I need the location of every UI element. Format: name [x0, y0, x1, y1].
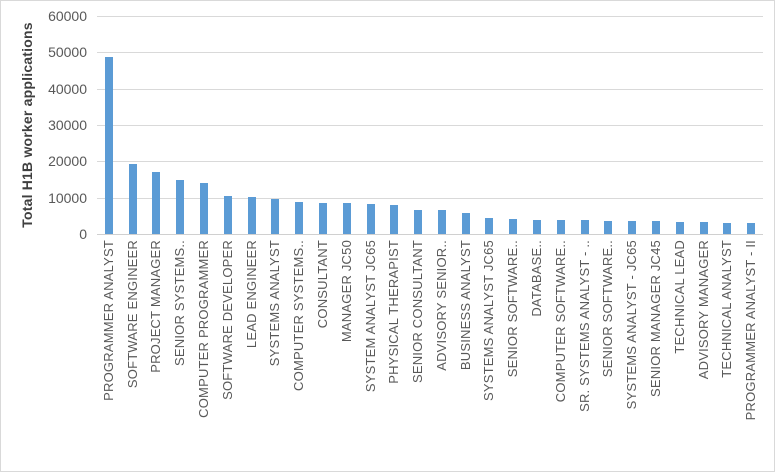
bar	[581, 220, 589, 234]
x-category-label: SENIOR MANAGER JC45	[648, 240, 663, 397]
bar	[485, 218, 493, 234]
bar	[628, 221, 636, 234]
x-category-label: PROGRAMMER ANALYST - II	[743, 240, 758, 421]
x-category-label: ADVISORY SENIOR..	[434, 240, 449, 371]
bar	[723, 223, 731, 234]
bar	[105, 57, 113, 234]
x-category-label: CONSULTANT	[315, 240, 330, 329]
bar	[129, 164, 137, 234]
y-tick-label: 60000	[48, 8, 87, 24]
y-tick-label: 40000	[48, 81, 87, 97]
bar	[367, 204, 375, 234]
bar	[557, 220, 565, 234]
x-category-label: PHYSICAL THERAPIST	[386, 240, 401, 384]
x-category-label: DATABASE..	[529, 240, 544, 317]
x-category-label: BUSINESS ANALYST	[458, 240, 473, 371]
x-category-label: SYSTEMS ANALYST JC65	[481, 240, 496, 402]
bar	[319, 203, 327, 234]
gridline	[97, 198, 763, 199]
x-category-label: COMPUTER PROGRAMMER	[196, 240, 211, 418]
x-category-label: MANAGER JC50	[339, 240, 354, 343]
x-category-label: SENIOR SOFTWARE..	[505, 240, 520, 378]
x-category-label: COMPUTER SYSTEMS..	[291, 240, 306, 391]
x-category-label: SOFTWARE ENGINEER	[125, 240, 140, 389]
bar	[604, 221, 612, 234]
gridline	[97, 125, 763, 126]
x-category-label: ADVISORY MANAGER	[696, 240, 711, 380]
bar	[438, 210, 446, 234]
x-category-label: SENIOR SOFTWARE..	[600, 240, 615, 378]
bar	[200, 183, 208, 234]
x-category-label: LEAD ENGINEER	[244, 240, 259, 349]
x-category-label: SR. SYSTEMS ANALYST - ..	[577, 240, 592, 412]
x-category-label: SOFTWARE DEVELOPER	[220, 240, 235, 400]
y-tick-label: 10000	[48, 190, 87, 206]
bar	[652, 221, 660, 234]
bar	[676, 222, 684, 234]
y-tick-label: 50000	[48, 44, 87, 60]
x-category-label: SENIOR SYSTEMS..	[172, 240, 187, 367]
x-category-label: SYSTEMS ANALYST - JC65	[624, 240, 639, 410]
bar	[390, 205, 398, 234]
gridline	[97, 16, 763, 17]
gridline	[97, 52, 763, 53]
bar	[176, 180, 184, 234]
x-category-label: TECHNICAL ANALYST	[719, 240, 734, 378]
x-axis-line	[97, 234, 763, 235]
bar	[224, 196, 232, 234]
bar	[747, 223, 755, 234]
x-category-label: SYSTEM ANALYST JC65	[363, 240, 378, 393]
x-category-label: COMPUTER SOFTWARE..	[553, 240, 568, 403]
gridline	[97, 89, 763, 90]
x-category-label: TECHNICAL LEAD	[672, 240, 687, 354]
bar	[295, 202, 303, 234]
bar	[462, 213, 470, 234]
x-category-label: PROJECT MANAGER	[148, 240, 163, 373]
bar	[343, 203, 351, 234]
bar	[152, 172, 160, 234]
y-tick-label: 20000	[48, 153, 87, 169]
y-tick-label: 0	[79, 226, 87, 242]
bar	[509, 219, 517, 234]
gridline	[97, 161, 763, 162]
y-tick-label: 30000	[48, 117, 87, 133]
bar	[414, 210, 422, 234]
bar	[533, 220, 541, 234]
bar	[700, 222, 708, 234]
x-category-label: SYSTEMS ANALYST	[267, 240, 282, 367]
x-category-label: PROGRAMMER ANALYST	[101, 240, 116, 401]
bar	[271, 199, 279, 234]
bar	[248, 197, 256, 234]
x-category-label: SENIOR CONSULTANT	[410, 240, 425, 384]
